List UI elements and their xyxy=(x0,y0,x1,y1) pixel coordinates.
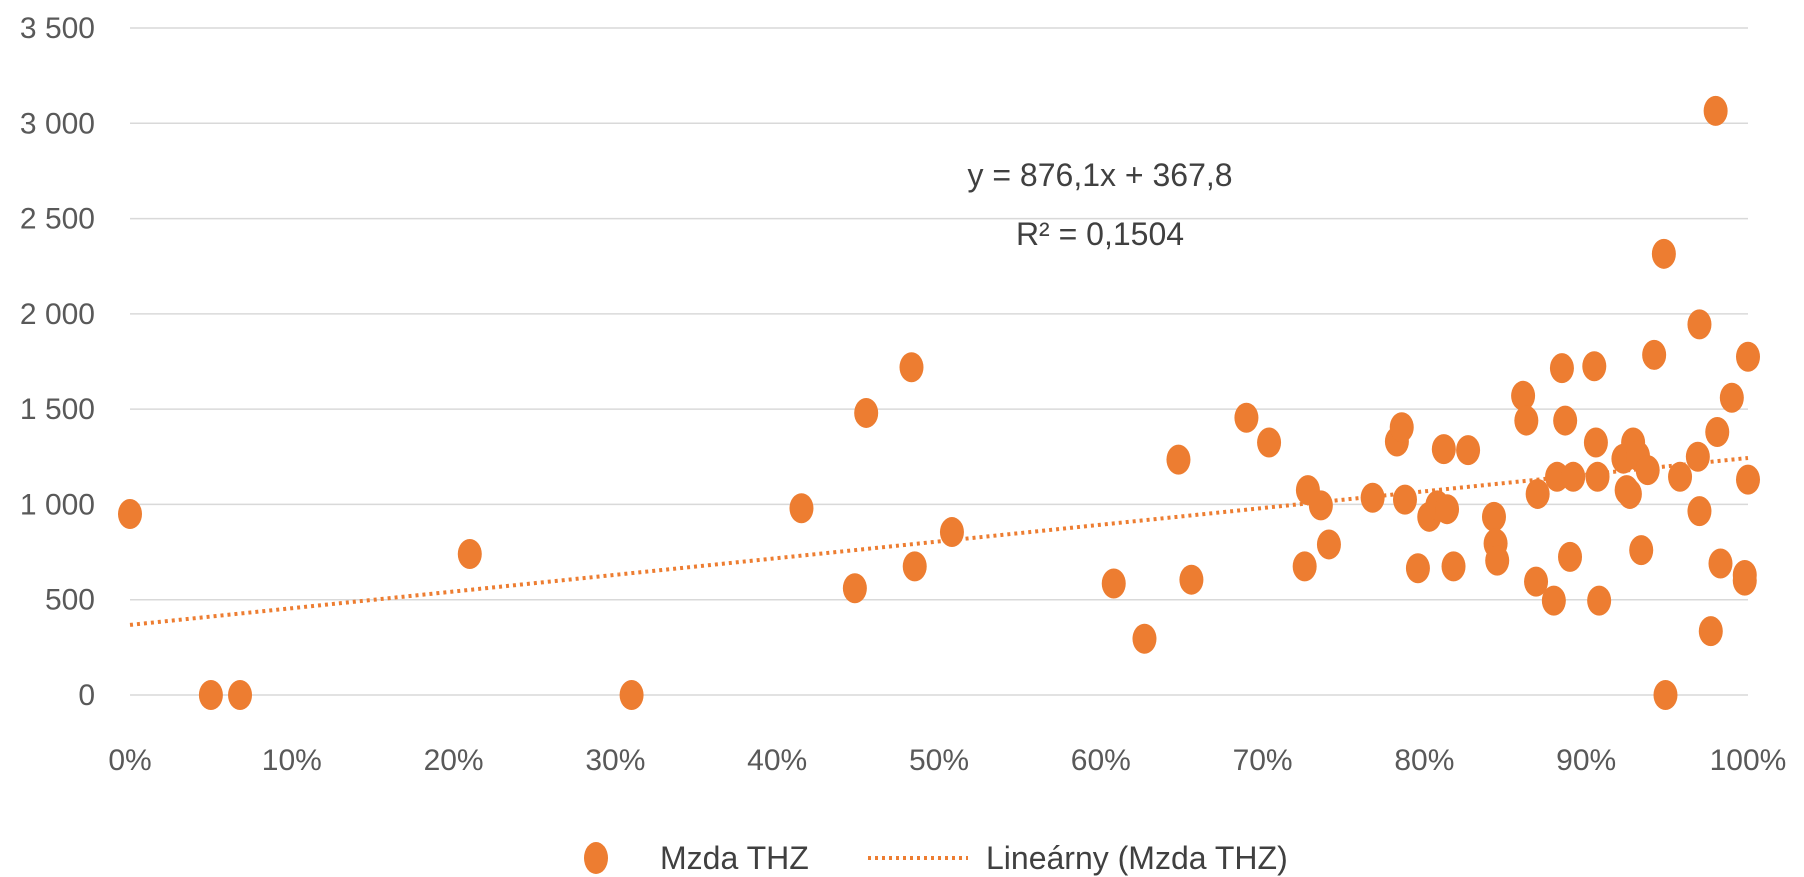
data-point xyxy=(899,352,924,383)
data-point xyxy=(1435,494,1460,525)
x-tick-label: 100% xyxy=(1710,744,1787,777)
x-tick-label: 30% xyxy=(585,744,645,777)
data-point xyxy=(1525,478,1550,509)
data-point xyxy=(1583,427,1608,458)
x-tick-label: 40% xyxy=(747,744,807,777)
data-point xyxy=(1405,553,1430,584)
y-tick-label: 1 500 xyxy=(20,393,95,426)
data-point xyxy=(1132,623,1157,654)
data-point xyxy=(1549,353,1574,384)
legend-label-mzda-thz: Mzda THZ xyxy=(660,840,809,876)
legend-marker-mzda-thz xyxy=(584,842,608,874)
data-point xyxy=(1389,412,1414,443)
data-point xyxy=(1431,434,1456,465)
data-point xyxy=(1292,551,1317,582)
y-tick-label: 0 xyxy=(78,679,95,712)
data-point xyxy=(1629,535,1654,566)
data-point xyxy=(1316,529,1341,560)
y-tick-label: 500 xyxy=(45,584,95,617)
x-tick-label: 10% xyxy=(262,744,322,777)
data-point xyxy=(1582,351,1607,382)
data-point xyxy=(1685,441,1710,472)
data-point xyxy=(228,680,253,710)
data-point xyxy=(1234,402,1259,433)
data-point xyxy=(1736,341,1760,372)
data-point xyxy=(1653,680,1678,710)
data-point xyxy=(1360,482,1385,513)
data-point xyxy=(1257,427,1282,458)
data-point xyxy=(1524,566,1549,597)
data-point xyxy=(1687,309,1712,340)
data-point xyxy=(118,498,142,529)
data-point xyxy=(1481,501,1506,532)
y-tick-label: 3 500 xyxy=(20,12,95,45)
data-point xyxy=(1617,478,1642,509)
data-point xyxy=(1708,548,1733,579)
data-point xyxy=(1732,565,1757,596)
legend-label-trendline: Lineárny (Mzda THZ) xyxy=(986,840,1288,876)
data-point xyxy=(1456,435,1481,466)
data-point xyxy=(457,538,482,569)
data-point xyxy=(1166,444,1191,475)
data-point xyxy=(1668,461,1693,492)
x-tick-label: 60% xyxy=(1071,744,1131,777)
y-axis-tick-labels: 0 500 1 000 1 500 2 000 2 500 3 000 3 500 xyxy=(20,12,95,712)
trendline xyxy=(129,455,1749,627)
x-tick-label: 20% xyxy=(424,744,484,777)
data-point xyxy=(789,493,814,524)
trendline-r2: R² = 0,1504 xyxy=(1016,216,1184,252)
data-point xyxy=(902,551,927,582)
data-point xyxy=(1736,464,1760,495)
data-point xyxy=(1392,484,1417,515)
x-tick-label: 80% xyxy=(1394,744,1454,777)
x-tick-label: 70% xyxy=(1233,744,1293,777)
data-point xyxy=(1719,382,1744,413)
data-point xyxy=(1705,417,1730,448)
data-point xyxy=(1558,541,1583,572)
data-point xyxy=(198,680,223,710)
x-tick-label: 0% xyxy=(108,744,151,777)
data-point xyxy=(1308,490,1333,521)
trendline-equation: y = 876,1x + 367,8 xyxy=(967,157,1232,193)
data-point xyxy=(842,573,867,604)
y-tick-label: 1 000 xyxy=(20,488,95,521)
x-axis-tick-labels: 0% 10% 20% 30% 40% 50% 60% 70% 80% 90% 100% xyxy=(108,744,1786,777)
x-tick-label: 50% xyxy=(909,744,969,777)
y-tick-label: 2 500 xyxy=(20,203,95,236)
data-point xyxy=(1585,461,1610,492)
data-point xyxy=(1687,496,1712,527)
data-point xyxy=(1698,616,1723,647)
trendline-group xyxy=(129,455,1749,627)
data-point xyxy=(1553,405,1578,436)
data-point xyxy=(1511,380,1536,411)
data-point xyxy=(1179,564,1204,595)
data-point xyxy=(854,397,879,428)
y-tick-label: 2 000 xyxy=(20,298,95,331)
y-tick-label: 3 000 xyxy=(20,107,95,140)
data-point xyxy=(1514,405,1539,436)
data-point xyxy=(1635,455,1660,486)
data-points xyxy=(118,95,1760,710)
x-tick-label: 90% xyxy=(1556,744,1616,777)
data-point xyxy=(1651,238,1676,269)
data-point xyxy=(619,680,644,710)
data-point xyxy=(1561,461,1586,492)
data-point xyxy=(1642,339,1667,370)
data-point xyxy=(1441,551,1466,582)
data-point xyxy=(1485,545,1510,576)
legend: Mzda THZ Lineárny (Mzda THZ) xyxy=(584,840,1288,876)
gridlines xyxy=(130,27,1748,696)
data-point xyxy=(939,517,964,548)
data-point xyxy=(1541,585,1566,616)
data-point xyxy=(1703,95,1728,126)
data-point xyxy=(1587,585,1612,616)
data-point xyxy=(1101,568,1126,599)
